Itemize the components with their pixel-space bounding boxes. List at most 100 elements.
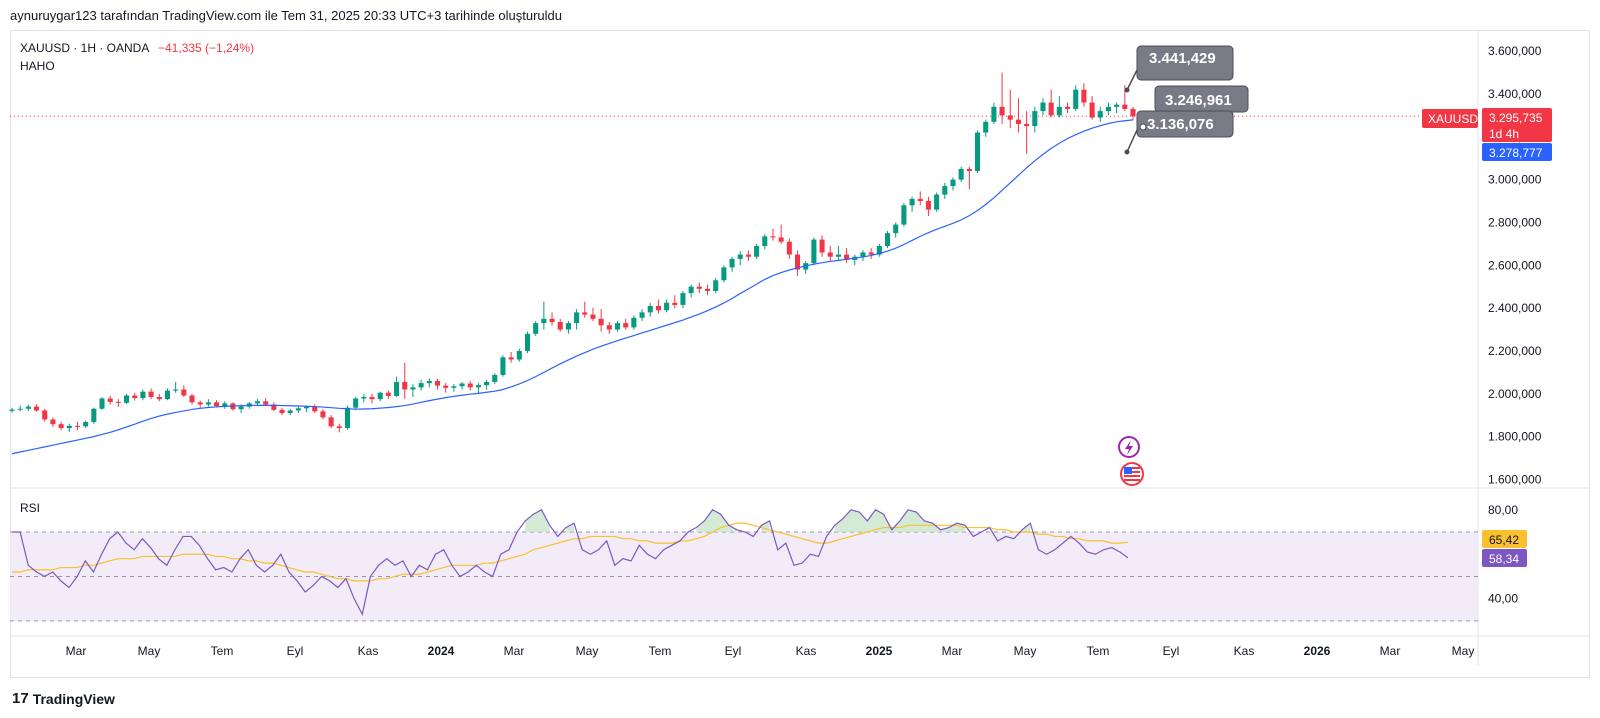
candle-body: [115, 401, 121, 403]
candle-body: [827, 252, 833, 257]
candle-body: [222, 403, 228, 407]
callout-low-value: 3.136,076: [1147, 116, 1214, 133]
candle-body: [721, 267, 727, 281]
chart-attribution: aynuruygar123 tarafından TradingView.com…: [10, 8, 563, 23]
change-label: −41,335 (−1,24%): [158, 41, 254, 55]
candle-body: [443, 385, 449, 388]
candle-body: [574, 312, 580, 324]
price-tick-label: 2.600,000: [1488, 258, 1542, 272]
candle-body: [385, 392, 391, 396]
candle-body: [132, 395, 138, 399]
candle-body: [500, 357, 506, 375]
candle-body: [287, 410, 293, 414]
candle-body: [434, 380, 441, 386]
candle-body: [214, 402, 220, 407]
price-tick-label: 3.400,000: [1488, 87, 1542, 101]
candle-body: [688, 286, 694, 294]
last-price-value: 3.295,735: [1489, 111, 1543, 125]
candle-body: [991, 106, 997, 122]
candle-body: [336, 426, 342, 429]
time-tick-label: Kas: [1234, 644, 1255, 658]
candle-body: [426, 380, 432, 384]
candle-body: [1097, 111, 1103, 118]
candle-body: [197, 402, 203, 405]
time-tick-label: May: [1014, 644, 1037, 658]
candle-body: [942, 186, 948, 195]
callout-high-value: 3.441,429: [1149, 50, 1216, 67]
candle-body: [173, 389, 179, 391]
candle-body: [516, 350, 522, 360]
candle-body: [189, 395, 195, 403]
price-tick-label: 1.800,000: [1488, 430, 1542, 444]
candle-body: [745, 254, 751, 257]
price-tick-label: 1.600,000: [1488, 472, 1542, 486]
candle-body: [934, 194, 940, 210]
candle-body: [124, 395, 130, 403]
rsi-ma-tag: 65,42: [1482, 530, 1527, 548]
price-tick-label: 2.000,000: [1488, 387, 1542, 401]
rsi-overbought-fill: [696, 509, 737, 532]
time-tick-label: Mar: [1380, 644, 1401, 658]
callout-mid[interactable]: 3.246,961: [1154, 85, 1249, 113]
candle-body: [876, 246, 882, 255]
candle-body: [565, 323, 571, 330]
ma-line: [11, 119, 1134, 455]
rsi-tick-label: 80,00: [1488, 503, 1518, 517]
candle-body: [655, 305, 661, 311]
candle-body: [1015, 119, 1021, 124]
candle-body: [549, 318, 555, 323]
time-tick-label: Eyl: [287, 644, 304, 658]
candle-body: [999, 106, 1005, 116]
candle-body: [966, 168, 972, 172]
candle-body: [557, 322, 563, 330]
candle-body: [925, 201, 931, 210]
candle-body: [664, 302, 670, 311]
time-tick-label: Mar: [504, 644, 525, 658]
candle-body: [34, 406, 40, 411]
candle-body: [377, 392, 383, 400]
candle-body: [25, 406, 31, 409]
axes-layer: 3.600,0003.400,0003.200,0003.000,0002.80…: [66, 44, 1542, 658]
candle-body: [647, 305, 653, 313]
candle-body: [868, 252, 874, 255]
time-tick-label: Kas: [358, 644, 379, 658]
candle-body: [50, 419, 56, 425]
symbol-tag-text: XAUUSD: [1428, 112, 1478, 126]
candle-body: [1040, 102, 1046, 112]
time-tick-label: May: [138, 644, 161, 658]
candle-body: [164, 390, 171, 400]
time-tick-label: Tem: [211, 644, 234, 658]
candle-body: [238, 406, 244, 410]
tradingview-footer[interactable]: 17 TradingView: [12, 690, 115, 707]
candle-body: [1130, 108, 1136, 117]
candle-body: [156, 396, 162, 400]
last-price-tag: 3.295,735 1d 4h: [1482, 108, 1552, 142]
candle-body: [107, 398, 113, 402]
rsi-overbought-fill: [525, 509, 550, 532]
candle-body: [1032, 111, 1038, 127]
flash-event-icon[interactable]: [1118, 436, 1140, 458]
candle-body: [181, 389, 187, 396]
candle-body: [99, 398, 105, 409]
rsi-ma-line: [12, 522, 1129, 582]
candle-body: [844, 254, 850, 260]
rsi-tick-label: 40,00: [1488, 592, 1518, 606]
indicator-label: HAHO: [20, 59, 55, 73]
candle-body: [402, 381, 408, 390]
candle-body: [794, 254, 801, 270]
candle-body: [312, 406, 318, 412]
us-flag-event-icon[interactable]: [1120, 462, 1144, 486]
candle-body: [614, 323, 621, 330]
candle-body: [508, 357, 514, 360]
candle-body: [737, 254, 743, 259]
callout-low[interactable]: 3.136,076: [1124, 110, 1234, 155]
callout-high[interactable]: 3.441,429: [1124, 45, 1234, 93]
candle-body: [9, 409, 15, 411]
time-tick-label: 2025: [866, 644, 893, 658]
candle-body: [295, 408, 301, 411]
candle-body: [958, 168, 964, 180]
rsi-layer: [10, 508, 1478, 622]
candle-body: [901, 205, 907, 225]
ma-price-tag: 3.278,777: [1482, 143, 1552, 161]
